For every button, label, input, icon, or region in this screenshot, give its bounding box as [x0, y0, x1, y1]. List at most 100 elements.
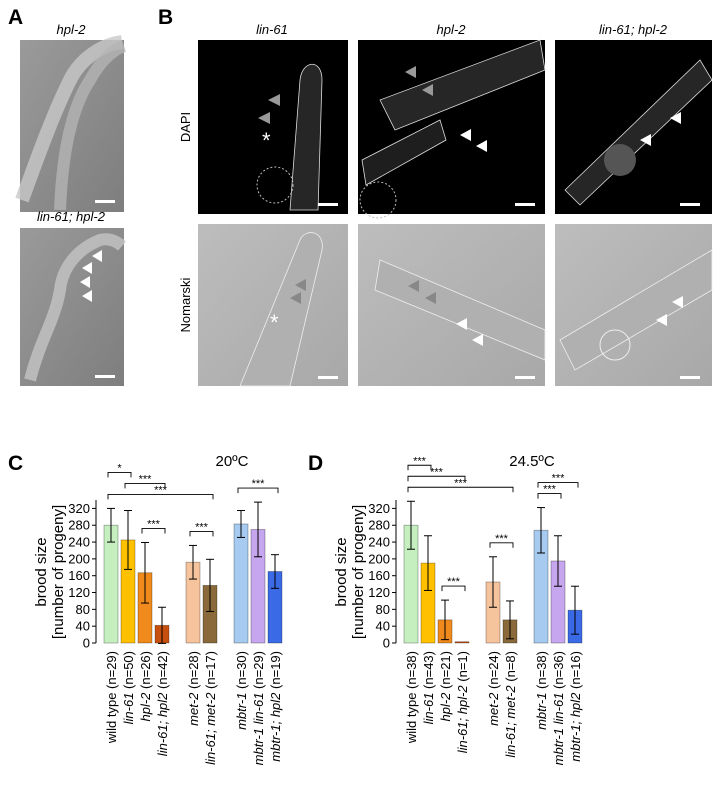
category-name: mbtr-1 lin-61: [251, 693, 266, 766]
sample-size: (n=21): [438, 651, 453, 689]
y-tick-label: 160: [368, 568, 390, 583]
category-name: wild type: [404, 693, 419, 745]
sample-size: (n=26): [138, 651, 153, 689]
significance-bracket: ***: [107, 484, 214, 500]
x-tick-label: wild type (n=29): [104, 651, 119, 744]
significance-label: ***: [252, 478, 266, 490]
annotation-marker: *: [270, 310, 279, 335]
y-tick-label: 200: [68, 551, 90, 566]
y-axis-label: brood size: [33, 537, 50, 606]
y-tick-label: 320: [68, 501, 90, 516]
x-tick-label: mbtr-1; hpl2 (n=19): [268, 651, 283, 762]
image-label: lin-61; hpl-2: [37, 209, 106, 224]
error-bar: [206, 558, 214, 612]
error-bar: [441, 599, 449, 641]
sample-size: (n=38): [404, 651, 419, 689]
category-name: lin-61: [121, 693, 136, 725]
x-tick-label: met-2 (n=28): [186, 651, 201, 726]
sample-size: (n=43): [421, 651, 436, 689]
sample-size: (n=17): [203, 651, 218, 689]
significance-label: ***: [430, 466, 444, 478]
column-label: lin-61; hpl-2: [599, 22, 668, 37]
error-bar: [107, 507, 115, 543]
significance-bracket: ***: [237, 478, 279, 494]
error-bar: [141, 541, 149, 604]
category-name: hpl-2: [438, 692, 453, 722]
category-name: lin-61: [421, 693, 436, 725]
error-bar: [537, 507, 545, 554]
x-tick-label: lin-61; hpl-2 (n=1): [455, 651, 470, 753]
significance-label: ***: [139, 473, 153, 485]
category-name: mbtr-1: [534, 693, 549, 730]
category-name: lin-61; hpl2: [155, 692, 170, 756]
x-tick-label: wild type (n=38): [404, 651, 419, 744]
category-name: met-2: [486, 692, 501, 726]
sample-size: (n=19): [268, 651, 283, 689]
chart-title: 24.5ºC: [509, 453, 555, 470]
error-bar: [571, 585, 579, 635]
category-name: lin-61; hpl-2: [455, 685, 470, 754]
error-bar: [506, 600, 514, 640]
significance-label: ***: [154, 484, 168, 496]
error-bar: [237, 510, 245, 538]
sample-size: (n=28): [186, 651, 201, 689]
micrograph: [15, 35, 127, 212]
significance-label: ***: [195, 521, 209, 533]
y-tick-label: 40: [376, 619, 390, 634]
panel-letter: D: [308, 452, 323, 475]
x-tick-label: met-2 (n=24): [486, 651, 501, 726]
micrograph: [20, 228, 126, 386]
y-axis-label: brood size: [333, 537, 350, 606]
y-tick-label: 240: [368, 535, 390, 550]
category-name: mbtr-1; hpl2: [268, 692, 283, 762]
x-tick-label: lin-61; met-2 (n=8): [503, 651, 518, 758]
category-name: mbtr-1; hpl2: [568, 692, 583, 762]
x-tick-label: lin-61 (n=50): [121, 651, 136, 724]
error-bar: [189, 544, 197, 580]
significance-label: ***: [454, 477, 468, 489]
sample-size: (n=29): [104, 651, 119, 689]
significance-bracket: ***: [537, 473, 579, 488]
x-tick-label: hpl-2 (n=21): [438, 651, 453, 722]
error-bar: [489, 556, 497, 608]
category-name: mbtr-1: [234, 693, 249, 730]
significance-label: ***: [495, 533, 509, 545]
sample-size: (n=16): [568, 651, 583, 689]
x-tick-label: mbtr-1 (n=30): [234, 651, 249, 730]
y-tick-label: 40: [76, 619, 90, 634]
x-tick-label: lin-61; hpl2 (n=42): [155, 651, 170, 756]
micrograph: *: [198, 224, 348, 387]
image-label: hpl-2: [57, 22, 87, 37]
significance-label: ***: [543, 484, 557, 496]
sample-size: (n=36): [551, 651, 566, 689]
bracket-line: [189, 530, 214, 537]
category-name: met-2: [186, 692, 201, 726]
micrograph: [555, 40, 713, 214]
panel-letter: C: [8, 452, 23, 475]
x-tick-label: lin-61 (n=43): [421, 651, 436, 724]
error-bar: [158, 606, 166, 644]
column-label: hpl-2: [437, 22, 467, 37]
sample-size: (n=38): [534, 651, 549, 689]
bracket-line: [489, 542, 514, 548]
bracket-line: [407, 464, 432, 471]
micrograph: [358, 39, 546, 219]
y-tick-label: 280: [68, 518, 90, 533]
significance-bracket: ***: [537, 484, 562, 499]
significance-label: ***: [147, 518, 161, 530]
sample-size: (n=29): [251, 651, 266, 689]
y-tick-label: 280: [368, 518, 390, 533]
sample-size: (n=30): [234, 651, 249, 689]
category-name: lin-61; met-2: [503, 685, 518, 758]
micrograph: *: [198, 40, 348, 214]
x-tick-label: hpl-2 (n=26): [138, 651, 153, 722]
significance-bracket: ***: [407, 477, 514, 493]
x-tick-label: mbtr-1 (n=38): [534, 651, 549, 730]
significance-bracket: ***: [141, 518, 166, 534]
y-tick-label: 120: [368, 585, 390, 600]
error-bar: [554, 535, 562, 587]
bracket-line: [441, 585, 466, 592]
sample-size: (n=42): [155, 651, 170, 689]
significance-bracket: ***: [407, 466, 466, 482]
